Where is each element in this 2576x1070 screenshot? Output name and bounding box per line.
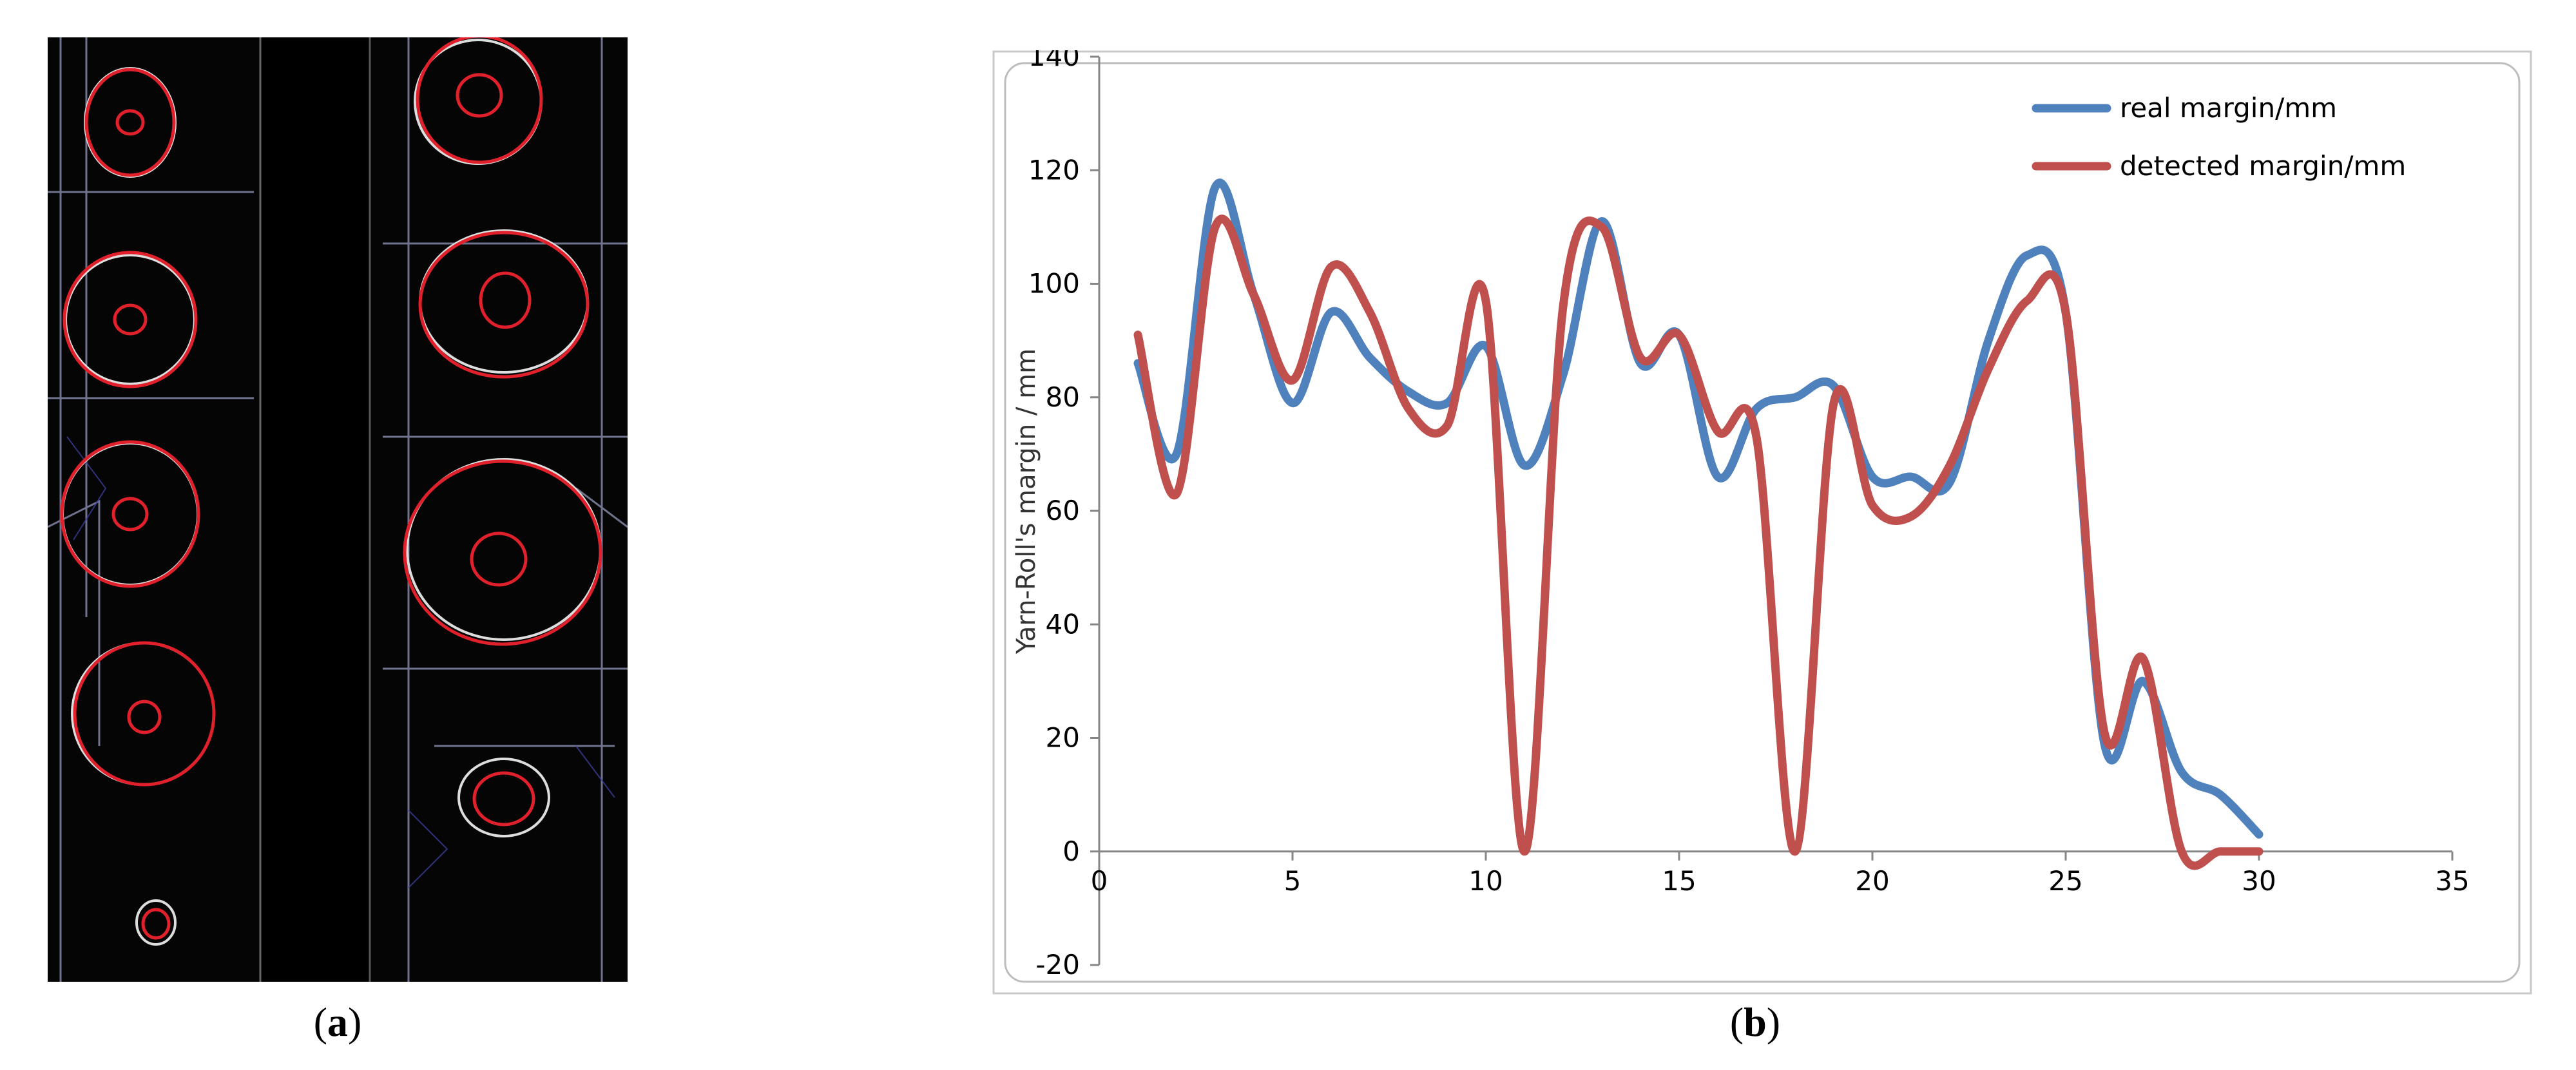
y-tick-label: -20: [1035, 949, 1080, 980]
caption-b: (b): [1729, 999, 1781, 1045]
legend-label-2: detected margin/mm: [2120, 150, 2406, 182]
x-tick-label: 10: [1468, 865, 1503, 897]
y-tick-label: 80: [1046, 381, 1080, 413]
y-axis-label: Yarn-Roll's margin / mm: [1012, 349, 1041, 654]
y-tick-label: 40: [1046, 608, 1080, 640]
edge-detection-image: [48, 37, 628, 982]
yarn-roll-ellipses: [60, 37, 602, 946]
chart-axes: -20 0 20 40 60 80 100 120 140 0 5 10 15 20 25 30 35: [1028, 41, 2470, 980]
chart-legend: real margin/mm detected margin/mm: [2032, 92, 2406, 182]
edge-image-svg: [48, 37, 628, 982]
x-tick-label: 30: [2242, 865, 2276, 897]
x-tick-label: 20: [1855, 865, 1889, 897]
y-tick-label: 120: [1028, 154, 1080, 186]
series-line-2: [1133, 215, 2264, 870]
x-tick-label: 25: [2048, 865, 2082, 897]
y-tick-label: 20: [1046, 722, 1080, 754]
y-tick-label: 140: [1028, 50, 1080, 72]
y-tick-label: 60: [1046, 495, 1080, 526]
y-tick-label: 100: [1028, 268, 1080, 300]
margin-line-chart: -20 0 20 40 60 80 100 120 140 0 5 10 15 20 25 30 35 real…: [992, 41, 2532, 995]
legend-label-1: real margin/mm: [2120, 92, 2337, 124]
margin-chart-panel: -20 0 20 40 60 80 100 120 140 0 5 10 15 20 25 30 35 real…: [992, 41, 2532, 995]
x-tick-label: 35: [2435, 865, 2469, 897]
caption-a: (a): [313, 999, 362, 1045]
x-tick-label: 0: [1091, 865, 1108, 897]
y-tick-label: 0: [1062, 836, 1080, 867]
chart-series: [1133, 178, 2264, 870]
x-tick-label: 15: [1662, 865, 1696, 897]
x-tick-label: 5: [1284, 865, 1302, 897]
